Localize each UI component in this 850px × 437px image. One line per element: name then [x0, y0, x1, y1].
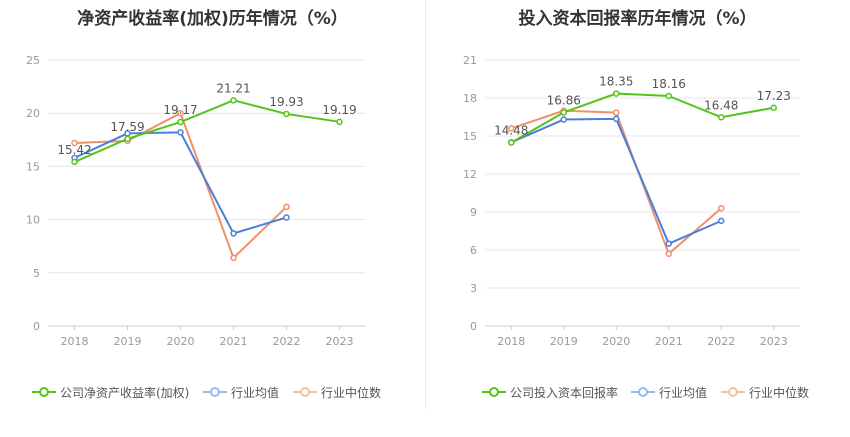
series-line-avg — [510, 117, 722, 245]
chart-panel-roic: 投入资本回报率历年情况（%） 0 3 6 9 12 15 18 21 2018 2019 2020 2… — [425, 0, 850, 437]
y-tick-label: 15 — [26, 160, 40, 173]
data-point-company — [283, 110, 290, 118]
x-tick-label: 2018 — [61, 335, 89, 348]
y-tick-label: 0 — [33, 320, 40, 333]
data-point-median — [283, 203, 290, 211]
chart-title: 投入资本回报率历年情况（%） — [518, 9, 757, 29]
legend-label: 行业均值 — [231, 385, 280, 400]
legend-item-company[interactable]: 公司投入资本回报率 — [482, 383, 618, 401]
legend-item-company[interactable]: 公司净资产收益率(加权) — [32, 383, 189, 401]
data-point-company — [336, 118, 343, 126]
legend-label: 公司净资产收益率(加权) — [60, 385, 190, 400]
y-tick-label: 3 — [470, 282, 477, 295]
data-point-avg — [613, 115, 620, 123]
legend-item-median[interactable]: 行业中位数 — [293, 383, 381, 401]
data-point-avg — [665, 240, 672, 247]
legend-item-avg[interactable]: 行业均值 — [203, 383, 279, 401]
data-point-avg — [230, 230, 237, 237]
legend-marker-icon — [721, 387, 745, 397]
series-line-company — [74, 99, 340, 163]
data-label: 17.23 — [757, 89, 791, 103]
chart-panel-roe: 净资产收益率(加权)历年情况（%） 0 5 10 15 20 25 2018 2019 2020… — [0, 9, 425, 403]
data-label: 18.35 — [599, 75, 633, 89]
data-label: 19.17 — [163, 103, 197, 117]
data-point-median — [665, 250, 672, 258]
panel-divider — [425, 0, 426, 410]
data-point-company — [177, 118, 184, 126]
data-point-median — [508, 125, 515, 132]
chart-plot-roe: 0 5 10 15 20 25 2018 2019 2020 2021 2022 2023 15.42 1… — [26, 54, 366, 348]
y-tick-label: 18 — [463, 92, 477, 105]
data-label: 15.42 — [57, 143, 91, 157]
data-label: 21.21 — [216, 81, 250, 95]
x-tick-label: 2021 — [655, 335, 683, 348]
data-point-company — [770, 104, 777, 112]
data-label: 17.59 — [110, 120, 144, 134]
y-tick-label: 15 — [463, 130, 477, 143]
data-label: 19.93 — [269, 95, 303, 109]
legend-label: 行业均值 — [659, 385, 708, 400]
x-tick-label: 2020 — [167, 335, 195, 348]
chart-title: 净资产收益率(加权)历年情况（%） — [77, 9, 348, 29]
x-tick-label: 2021 — [220, 335, 248, 348]
x-tick-label: 2023 — [326, 335, 354, 348]
x-tick-label: 2018 — [497, 335, 525, 348]
legend-label: 行业中位数 — [321, 385, 382, 400]
data-point-company — [71, 158, 78, 166]
legend-marker-icon — [203, 387, 227, 397]
data-point-company — [560, 109, 567, 116]
legend-marker-icon — [631, 387, 655, 397]
y-tick-label: 6 — [470, 244, 477, 257]
data-point-median — [613, 109, 620, 116]
x-tick-label: 2022 — [273, 335, 301, 348]
x-tick-label: 2020 — [602, 335, 630, 348]
data-point-avg — [283, 214, 290, 221]
y-tick-label: 9 — [470, 206, 477, 219]
y-tick-label: 0 — [470, 320, 477, 333]
data-point-avg — [177, 129, 184, 136]
data-label: 16.86 — [547, 93, 581, 107]
x-tick-label: 2019 — [114, 335, 142, 348]
legend-label: 公司投入资本回报率 — [510, 385, 619, 400]
legend-label: 行业中位数 — [749, 385, 810, 400]
data-label: 14.48 — [494, 124, 528, 138]
legend-item-median[interactable]: 行业中位数 — [721, 383, 809, 401]
legend: 公司净资产收益率(加权) 行业均值 行业中位数 — [0, 383, 425, 403]
y-tick-label: 12 — [463, 168, 477, 181]
data-point-company — [230, 97, 237, 104]
legend-item-avg[interactable]: 行业均值 — [631, 383, 707, 401]
data-label: 19.19 — [322, 103, 356, 117]
series-line-company — [510, 92, 774, 144]
y-tick-label: 25 — [26, 54, 40, 67]
data-point-company — [508, 139, 515, 146]
data-point-median — [71, 139, 78, 147]
data-point-median — [230, 254, 237, 262]
data-point-avg — [718, 217, 725, 225]
y-tick-label: 21 — [463, 54, 477, 67]
data-point-median — [177, 109, 184, 117]
legend-marker-icon — [482, 387, 506, 397]
y-tick-label: 10 — [26, 214, 40, 227]
legend-marker-icon — [32, 387, 56, 397]
legend: 公司投入资本回报率 行业均值 行业中位数 — [425, 383, 850, 403]
legend-marker-icon — [293, 387, 317, 397]
x-tick-label: 2023 — [760, 335, 788, 348]
data-point-median — [718, 204, 725, 212]
y-tick-label: 20 — [26, 107, 40, 120]
y-tick-label: 5 — [33, 267, 40, 280]
data-point-company — [124, 135, 131, 143]
data-point-company — [665, 92, 672, 100]
data-point-avg — [560, 116, 567, 123]
data-label: 18.16 — [652, 77, 686, 91]
data-point-company — [718, 114, 725, 121]
x-tick-label: 2022 — [707, 335, 735, 348]
data-label: 16.48 — [704, 98, 738, 112]
series-line-median — [510, 109, 722, 256]
x-tick-label: 2019 — [550, 335, 578, 348]
data-point-company — [613, 90, 620, 97]
chart-plot-roic: 0 3 6 9 12 15 18 21 2018 2019 2020 2021 2022 2023 14.4… — [463, 54, 800, 348]
